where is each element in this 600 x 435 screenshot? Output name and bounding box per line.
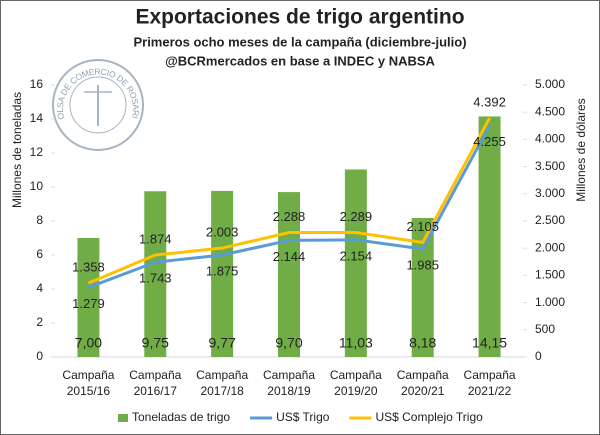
logo-ring [69, 76, 127, 134]
y-tick-label: 14 [30, 111, 44, 125]
line-value-label: 1.743 [139, 271, 172, 286]
x-tick-label: Campaña 2016/17 [129, 368, 181, 398]
legend-label: Toneladas de trigo [132, 410, 230, 424]
y2-tick-label: 1.500 [535, 268, 565, 282]
bar-value-label: 9,77 [209, 335, 236, 351]
x-tick-label: Campaña 2021/22 [464, 368, 516, 398]
chart-title: Exportaciones de trigo argentino [135, 6, 464, 29]
bar-value-label: 14,15 [472, 335, 507, 351]
y-axis-label: Millones de toneladas [10, 92, 24, 208]
y2-tick-label: 2.500 [535, 213, 565, 227]
line [87, 124, 491, 289]
x-tick-label: Campaña 2020/21 [397, 368, 449, 398]
chart-subtitle: @BCRmercados en base a INDEC y NABSA [165, 53, 435, 68]
y-tick-label: 10 [30, 179, 44, 193]
y2-axis-label: Millones de dólares [574, 98, 588, 201]
y2-tick-label: 1.000 [535, 295, 565, 309]
bar-value-label: 11,03 [339, 335, 373, 351]
bar [211, 190, 234, 357]
y-tick-label: 12 [30, 145, 44, 159]
bar [411, 217, 434, 357]
y2-tick-label: 4.500 [535, 104, 565, 118]
line-value-label: 1.358 [72, 260, 105, 275]
chart-subtitle: Primeros ocho meses de la campaña (dicie… [133, 34, 466, 49]
line-value-label: 4.255 [473, 134, 506, 149]
legend-swatch [118, 414, 128, 422]
bar-value-label: 9,70 [275, 335, 302, 351]
y2-tick-label: 500 [535, 322, 555, 336]
line-value-label: 2.289 [340, 209, 373, 224]
x-tick-label: Campaña 2015/16 [62, 368, 114, 398]
bar [478, 116, 501, 357]
y2-tick-label: 2.000 [535, 240, 565, 254]
line-value-label: 2.154 [340, 248, 373, 263]
line-value-label: 1.875 [206, 263, 239, 278]
line-value-label: 1.279 [72, 296, 105, 311]
bar-value-label: 7,00 [75, 335, 102, 351]
y2-tick-label: 3.500 [535, 159, 565, 173]
legend-label: US$ Complejo Trigo [375, 410, 483, 424]
line-value-label: 4.392 [473, 95, 506, 110]
line-value-label: 2.003 [206, 224, 239, 239]
x-tick-label: Campaña 2018/19 [263, 368, 315, 398]
line [87, 117, 491, 285]
y-tick-label: 4 [36, 281, 43, 295]
y-tick-label: 8 [36, 213, 43, 227]
line-value-label: 2.288 [273, 209, 306, 224]
line-value-label: 2.144 [273, 249, 306, 264]
y-tick-label: 16 [30, 77, 44, 91]
y-tick-label: 0 [36, 349, 43, 363]
y2-tick-label: 3.000 [535, 186, 565, 200]
legend-label: US$ Trigo [276, 410, 330, 424]
bar [144, 191, 167, 357]
x-tick-label: Campaña 2017/18 [196, 368, 248, 398]
y-tick-label: 6 [36, 247, 43, 261]
line-value-label: 2.105 [406, 219, 439, 234]
logo-ring [52, 59, 144, 151]
y-tick-label: 2 [36, 315, 43, 329]
line-value-label: 1.985 [406, 257, 439, 272]
y2-tick-label: 0 [535, 349, 542, 363]
bar-value-label: 8,18 [409, 335, 436, 351]
line-value-label: 1.874 [139, 231, 172, 246]
y2-tick-label: 4.000 [535, 132, 565, 146]
x-tick-label: Campaña 2019/20 [330, 368, 382, 398]
bar [344, 169, 367, 357]
bar-value-label: 9,75 [142, 335, 169, 351]
bar [77, 238, 100, 357]
y2-tick-label: 5.000 [535, 77, 565, 91]
